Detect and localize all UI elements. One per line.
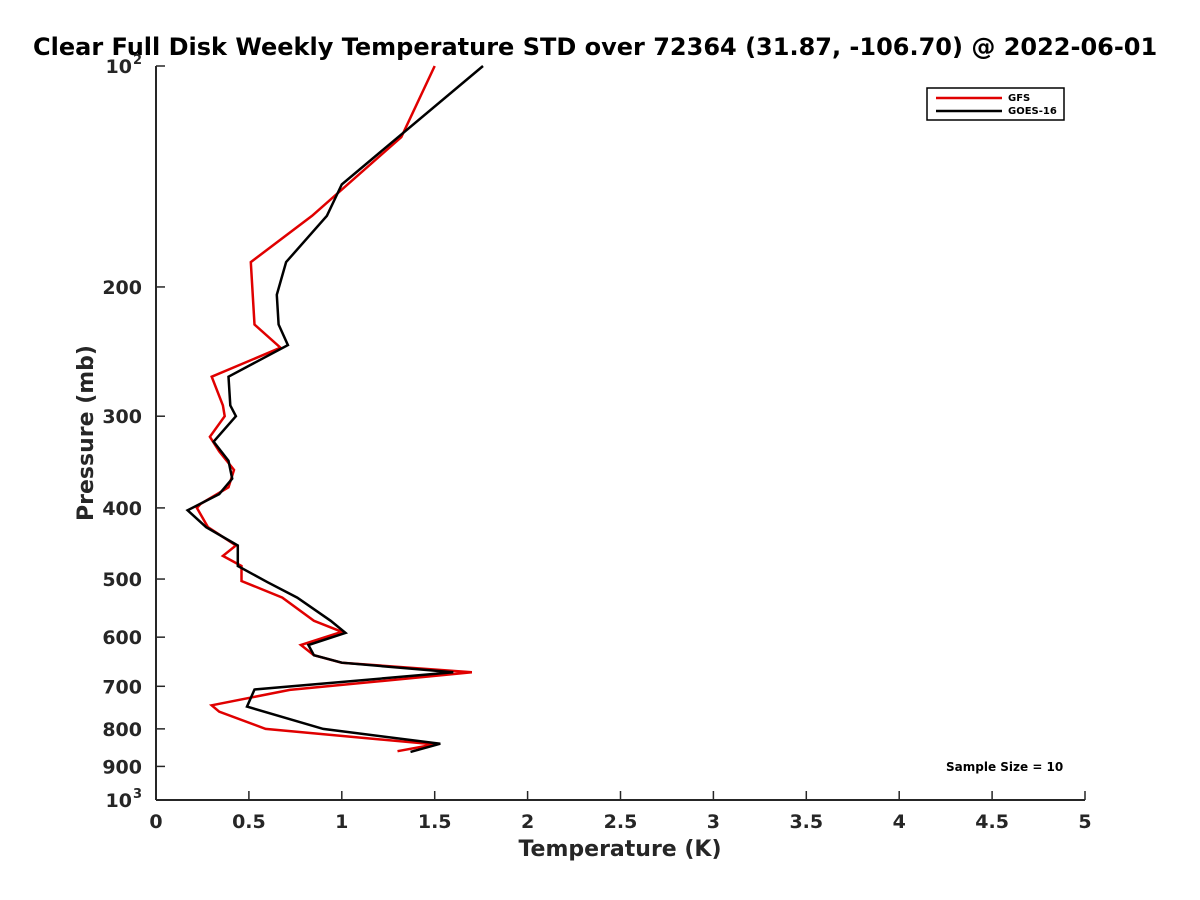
legend-box (926, 87, 1065, 121)
x-tick-label: 3.5 (789, 811, 823, 833)
y-tick-exponent: 2 (133, 53, 142, 68)
y-tick-label: 300 (102, 406, 142, 428)
x-tick-label: 0 (149, 811, 162, 833)
y-tick-label: 900 (102, 756, 142, 778)
series-group (185, 65, 484, 754)
x-axis-label: Temperature (K) (518, 837, 721, 862)
chart-title: Clear Full Disk Weekly Temperature STD o… (33, 33, 1157, 61)
y-axis-label: Pressure (mb) (74, 345, 99, 521)
legend-label-gfs: GFS (1008, 93, 1030, 104)
sample-size-annotation: Sample Size = 10 (946, 760, 1063, 774)
y-tick-label: 800 (102, 719, 142, 741)
x-tick-label: 1 (335, 811, 348, 833)
y-tick-label: 500 (102, 569, 142, 591)
x-axis-ticks: 0 0.5 1 1.5 2 2.5 3 3.5 4 4.5 5 (149, 791, 1092, 833)
x-tick-label: 4.5 (975, 811, 1009, 833)
x-tick-label: 2 (521, 811, 534, 833)
legend: GFS GOES-16 (926, 87, 1065, 121)
y-tick-label: 200 (102, 277, 142, 299)
series-line-goes16 (185, 65, 484, 754)
y-tick-label: 400 (102, 498, 142, 520)
x-tick-label: 5 (1078, 811, 1091, 833)
x-tick-label: 1.5 (418, 811, 452, 833)
legend-label-goes16: GOES-16 (1008, 106, 1057, 117)
x-tick-label: 0.5 (232, 811, 266, 833)
x-tick-label: 4 (893, 811, 906, 833)
y-tick-exponent: 3 (133, 787, 142, 802)
y-tick-label-power: 10 (106, 790, 132, 812)
x-tick-label: 2.5 (604, 811, 638, 833)
y-tick-label-power: 10 (106, 56, 132, 78)
y-tick-label: 700 (102, 676, 142, 698)
y-tick-label: 600 (102, 627, 142, 649)
x-tick-label: 3 (707, 811, 720, 833)
series-line-gfs (195, 65, 473, 753)
